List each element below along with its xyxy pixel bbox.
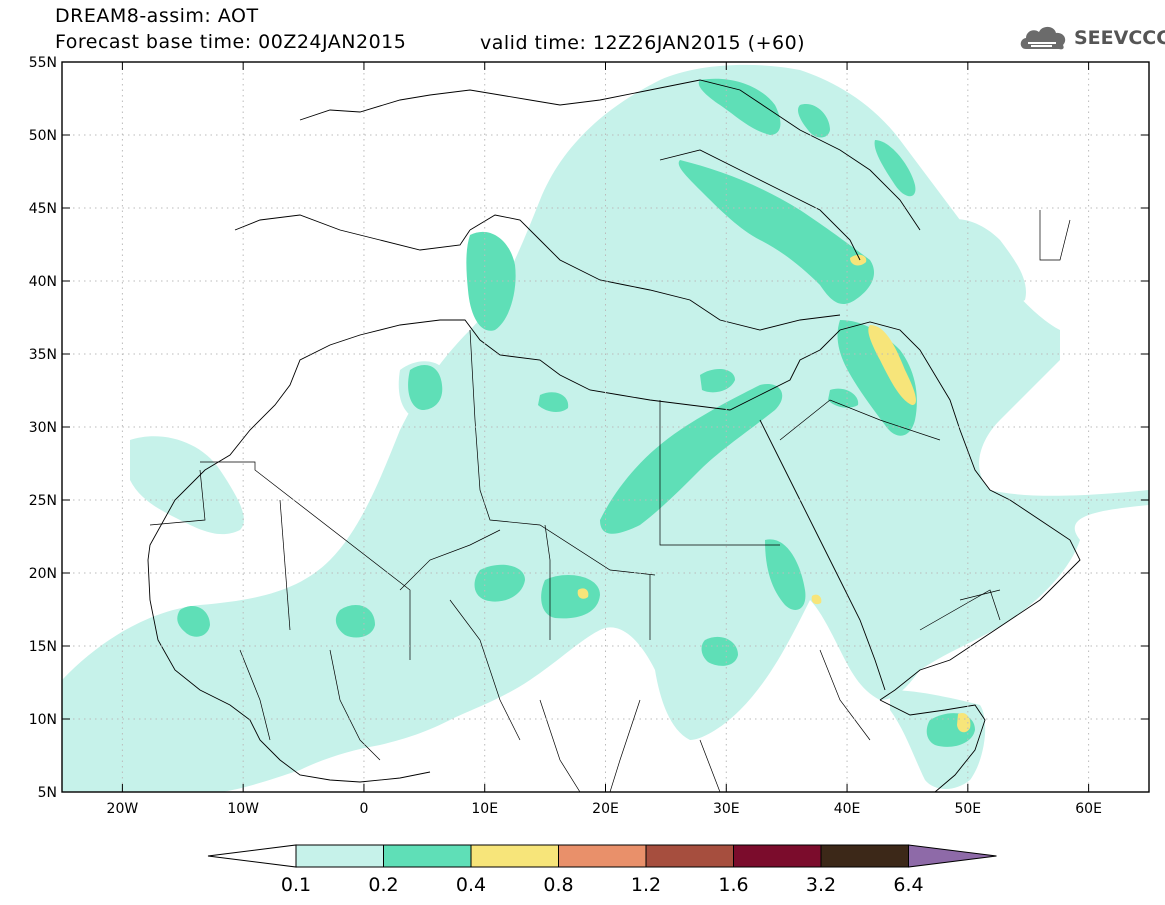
lat-tick-label: 5N — [38, 785, 57, 801]
lon-tick-label: 20E — [592, 801, 619, 817]
colorbar-high-arrow — [908, 844, 997, 868]
colorbar-label: 1.6 — [718, 874, 748, 896]
lat-tick-label: 20N — [29, 566, 57, 582]
colorbar-box — [820, 844, 909, 868]
colorbar-low-arrow — [207, 844, 297, 868]
lat-tick-label: 10N — [29, 712, 57, 728]
lon-tick-label: 50E — [954, 801, 981, 817]
colorbar-label: 6.4 — [893, 874, 923, 896]
lon-tick-label: 30E — [713, 801, 740, 817]
colorbar-box — [470, 844, 559, 868]
lat-tick-label: 40N — [29, 274, 57, 290]
lon-tick-label: 60E — [1075, 801, 1102, 817]
lon-tick-label: 0 — [359, 801, 368, 817]
map-grid — [62, 62, 1149, 792]
lat-tick-label: 30N — [29, 420, 57, 436]
colorbar-box — [645, 844, 734, 868]
cloud-icon — [1020, 26, 1066, 50]
lat-tick-label: 35N — [29, 347, 57, 363]
latitude-axis: 55N 50N 45N 40N 35N 30N 25N 20N 15N 10N 5N — [29, 55, 1149, 801]
colorbar-label: 0.1 — [281, 874, 311, 896]
aot-band-0-2 — [177, 78, 975, 747]
lon-tick-label: 40E — [834, 801, 861, 817]
seevccc-logo: SEEVCCC — [1018, 23, 1165, 53]
title-line-2: Forecast base time: 00Z24JAN2015 — [55, 31, 407, 53]
lat-tick-label: 25N — [29, 493, 57, 509]
colorbar-box — [733, 844, 822, 868]
lat-tick-label: 45N — [29, 201, 57, 217]
colorbar-label: 0.8 — [543, 874, 573, 896]
valid-time-label: valid time: 12Z26JAN2015 (+60) — [480, 32, 806, 54]
lon-tick-label: 20W — [107, 801, 139, 817]
colorbar-label: 0.2 — [368, 874, 398, 896]
lon-tick-label: 10W — [227, 801, 259, 817]
longitude-axis: 20W 10W 0 10E 20E 30E 40E 50E 60E — [107, 62, 1102, 817]
aot-shading — [62, 64, 1149, 792]
colorbar-box — [558, 844, 647, 868]
aot-band-0-1 — [62, 64, 1149, 792]
colorbar-label: 0.4 — [456, 874, 486, 896]
lat-tick-label: 50N — [29, 128, 57, 144]
country-borders — [149, 210, 1071, 792]
lat-tick-label: 15N — [29, 639, 57, 655]
aot-band-0-4 — [577, 254, 971, 733]
colorbar-box — [383, 844, 472, 868]
title-line-1: DREAM8-assim: AOT — [55, 5, 259, 27]
logo-text: SEEVCCC — [1074, 27, 1165, 49]
lat-tick-label: 55N — [29, 55, 57, 71]
colorbar-label: 1.2 — [631, 874, 661, 896]
colorbar-box — [295, 844, 384, 868]
coastlines — [147, 79, 1081, 792]
colorbar-label: 3.2 — [806, 874, 836, 896]
colorbar: 0.1 0.2 0.4 0.8 1.2 1.6 3.2 6.4 — [207, 844, 997, 896]
lon-tick-label: 10E — [471, 801, 498, 817]
